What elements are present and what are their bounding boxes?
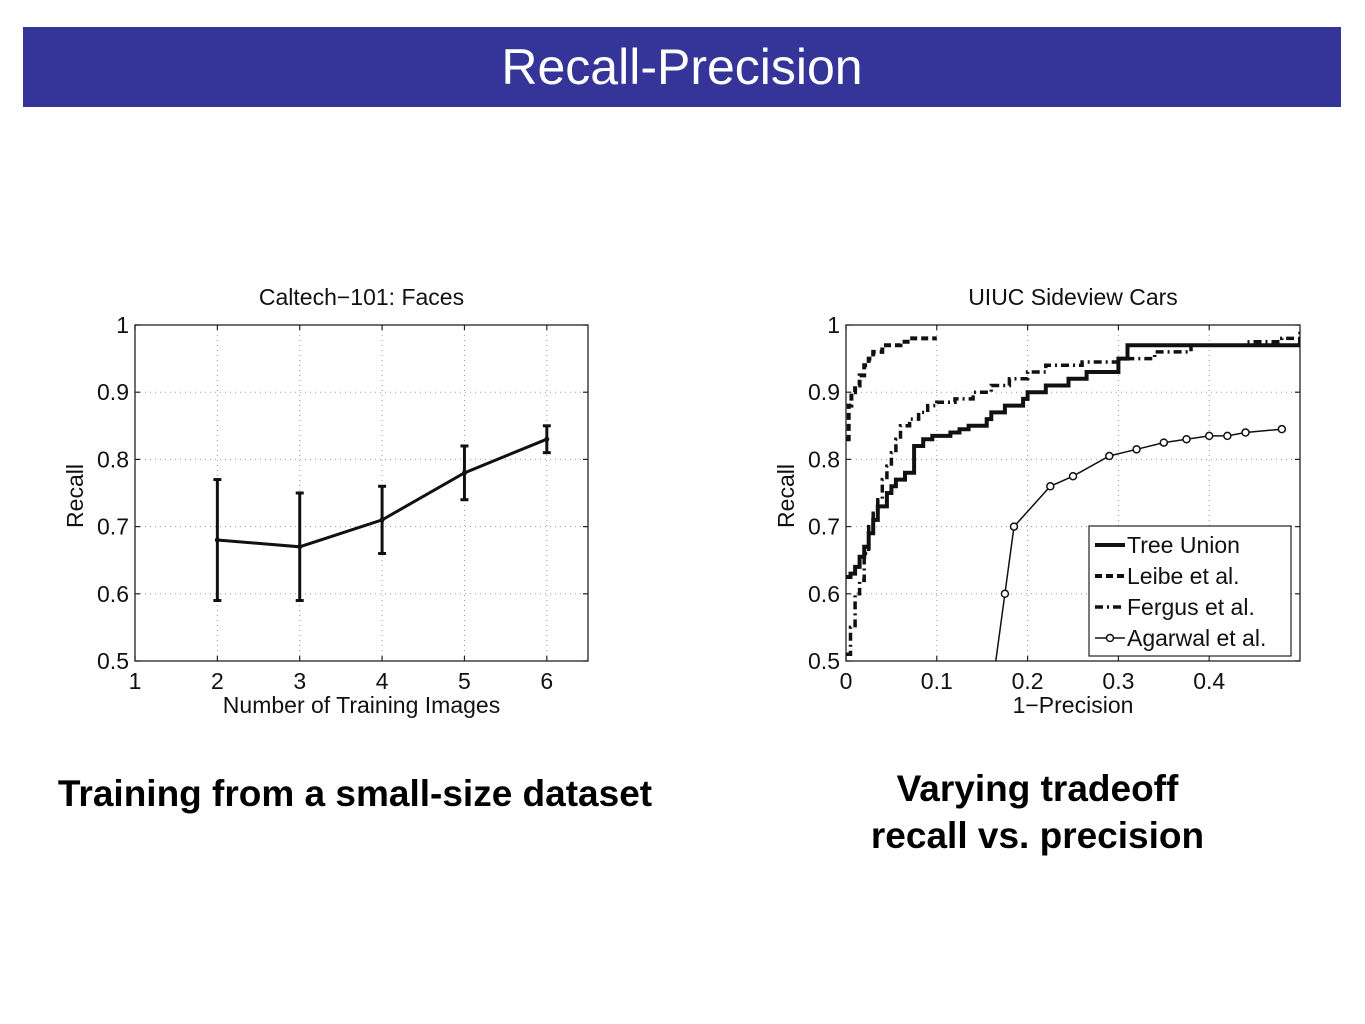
chart2-ylabel: Recall [773, 464, 799, 528]
chart1-point [379, 517, 385, 523]
chart1-title: Caltech−101: Faces [259, 284, 464, 310]
chart2-xtick-label: 0 [840, 668, 853, 694]
chart2-ytick-label: 0.5 [808, 648, 840, 674]
chart1-ytick-label: 0.5 [97, 648, 129, 674]
chart2-point-agarwal-et-al [1000, 589, 1010, 599]
chart2-point-agarwal-et-al [1204, 431, 1214, 441]
chart2-legend-marker-agarwal-et-al [1105, 633, 1115, 643]
chart1-xtick-label: 1 [129, 668, 142, 694]
chart2-point-agarwal-et-al [1046, 482, 1055, 491]
slide-title: Recall-Precision [501, 39, 863, 95]
caption-right-line2: recall vs. precision [870, 815, 1205, 856]
chart1-xtick-label: 3 [293, 668, 306, 694]
chart2-point-agarwal-et-al [1277, 424, 1287, 434]
chart2-line-fergus-et-al [846, 331, 1300, 657]
chart2-ytick-label: 0.8 [808, 446, 840, 472]
caption-right-line1: Varying tradeoff [896, 768, 1179, 809]
chart1-ytick-label: 0.8 [97, 446, 129, 472]
chart2-legend-label-leibe-et-al: Leibe et al. [1127, 563, 1240, 589]
caption-right: Varying tradeoff recall vs. precision [820, 765, 1255, 859]
chart1-xtick-label: 4 [376, 668, 389, 694]
chart1-xlabel: Number of Training Images [223, 692, 500, 718]
chart2-ytick-label: 0.7 [808, 514, 840, 540]
caption-left: Training from a small-size dataset [57, 773, 653, 814]
chart2-point-agarwal-et-al [1223, 431, 1232, 441]
chart2-legend-label-tree-union: Tree Union [1127, 532, 1240, 558]
chart2-legend-label-fergus-et-al: Fergus et al. [1127, 594, 1255, 620]
chart2-point-agarwal-et-al [1132, 445, 1141, 454]
chart2-point-agarwal-et-al [1182, 434, 1191, 444]
chart2-ytick-label: 0.9 [808, 379, 840, 405]
chart1-ytick-label: 1 [116, 312, 129, 338]
chart1-point [297, 544, 303, 550]
chart2-xlabel: 1−Precision [1013, 692, 1134, 718]
chart2-ytick-label: 1 [827, 312, 840, 338]
chart2-xtick-label: 0.2 [1012, 668, 1044, 694]
chart1-point [544, 436, 550, 442]
chart2-plot-frame [845, 324, 1301, 662]
chart1-point [461, 470, 467, 476]
chart2-line-tree-union [846, 338, 1300, 579]
chart2-xtick-label: 0.1 [921, 668, 953, 694]
chart2-legend-label-agarwal-et-al: Agarwal et al. [1127, 625, 1266, 651]
chart1-xtick-label: 6 [540, 668, 553, 694]
chart1-xtick-label: 5 [458, 668, 471, 694]
chart2-point-agarwal-et-al [1241, 428, 1250, 437]
chart2-ytick-label: 0.6 [808, 581, 840, 607]
chart2-point-agarwal-et-al [1105, 451, 1114, 461]
chart2-point-agarwal-et-al [1009, 522, 1019, 531]
chart2-xtick-label: 0.3 [1102, 668, 1134, 694]
chart2-line-leibe-et-al [846, 336, 937, 442]
slide-title-bar: Recall-Precision [23, 27, 1341, 107]
chart2-title: UIUC Sideview Cars [968, 284, 1178, 310]
chart1-ytick-label: 0.6 [97, 581, 129, 607]
chart2-legend [1088, 525, 1292, 657]
chart2-series-group [846, 331, 1300, 661]
chart1-ylabel: Recall [62, 464, 88, 528]
chart2-xtick-label: 0.4 [1193, 668, 1225, 694]
chart1-xtick-label: 2 [211, 668, 224, 694]
chart1-point [214, 537, 220, 543]
chart1-ytick-label: 0.7 [97, 514, 129, 540]
chart1-series-group [213, 424, 551, 603]
chart1-plot-frame [134, 324, 589, 662]
chart1-ytick-label: 0.9 [97, 379, 129, 405]
chart2-point-agarwal-et-al [1068, 471, 1078, 481]
chart2-point-agarwal-et-al [1159, 438, 1169, 447]
